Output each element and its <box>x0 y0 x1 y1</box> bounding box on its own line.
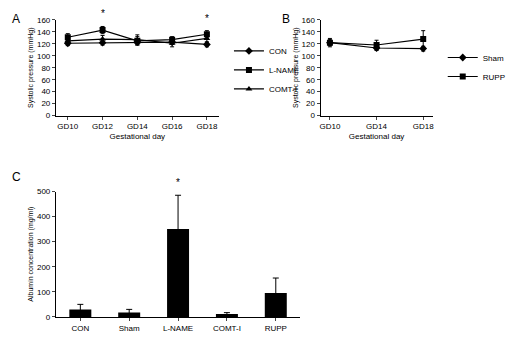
svg-text:20: 20 <box>306 99 315 108</box>
svg-text:40: 40 <box>306 87 315 96</box>
svg-text:*: * <box>176 177 180 188</box>
svg-text:RUPP: RUPP <box>265 324 287 333</box>
svg-text:*: * <box>101 8 105 19</box>
svg-text:140: 140 <box>302 28 316 37</box>
svg-text:20: 20 <box>41 99 50 108</box>
svg-text:B: B <box>282 12 290 26</box>
svg-text:120: 120 <box>302 40 316 49</box>
svg-text:Albumin concentration (mg/ml): Albumin concentration (mg/ml) <box>27 207 35 302</box>
svg-text:CON: CON <box>71 324 89 333</box>
svg-text:0: 0 <box>46 111 51 120</box>
svg-text:GD18: GD18 <box>413 122 434 131</box>
svg-text:*: * <box>205 13 209 24</box>
svg-text:Gestational day: Gestational day <box>110 132 166 141</box>
svg-text:100: 100 <box>37 288 51 297</box>
svg-text:GD14: GD14 <box>127 122 148 131</box>
svg-text:RUPP: RUPP <box>483 73 505 82</box>
svg-text:0: 0 <box>46 313 51 322</box>
svg-text:C: C <box>12 170 21 184</box>
svg-text:GD12: GD12 <box>92 122 113 131</box>
svg-text:Sham: Sham <box>483 54 504 63</box>
svg-text:A: A <box>12 12 20 26</box>
svg-text:Gestational day: Gestational day <box>349 132 405 141</box>
svg-text:500: 500 <box>37 187 51 196</box>
svg-text:80: 80 <box>41 64 50 73</box>
svg-text:GD18: GD18 <box>196 122 217 131</box>
svg-text:COMT-I: COMT-I <box>213 324 241 333</box>
svg-text:400: 400 <box>37 212 51 221</box>
svg-text:40: 40 <box>41 87 50 96</box>
svg-text:GD14: GD14 <box>366 122 387 131</box>
svg-text:100: 100 <box>37 52 51 61</box>
svg-text:CON: CON <box>269 47 287 56</box>
svg-text:GD16: GD16 <box>162 122 183 131</box>
svg-text:100: 100 <box>302 52 316 61</box>
svg-text:L-NAME: L-NAME <box>163 324 193 333</box>
svg-text:160: 160 <box>37 16 51 25</box>
svg-text:L-NAME: L-NAME <box>269 66 299 75</box>
svg-text:Systolic pressure (mmHg): Systolic pressure (mmHg) <box>292 27 300 108</box>
svg-text:Systolic pressure (mmHg): Systolic pressure (mmHg) <box>27 27 35 108</box>
svg-text:60: 60 <box>41 76 50 85</box>
svg-text:140: 140 <box>37 28 51 37</box>
svg-text:200: 200 <box>37 263 51 272</box>
svg-text:160: 160 <box>302 16 316 25</box>
svg-text:0: 0 <box>311 111 316 120</box>
svg-text:COMT-I: COMT-I <box>269 85 297 94</box>
svg-text:GD10: GD10 <box>57 122 78 131</box>
svg-text:60: 60 <box>306 76 315 85</box>
svg-text:GD10: GD10 <box>319 122 340 131</box>
svg-text:120: 120 <box>37 40 51 49</box>
svg-text:80: 80 <box>306 64 315 73</box>
svg-text:Sham: Sham <box>119 324 140 333</box>
svg-text:300: 300 <box>37 237 51 246</box>
